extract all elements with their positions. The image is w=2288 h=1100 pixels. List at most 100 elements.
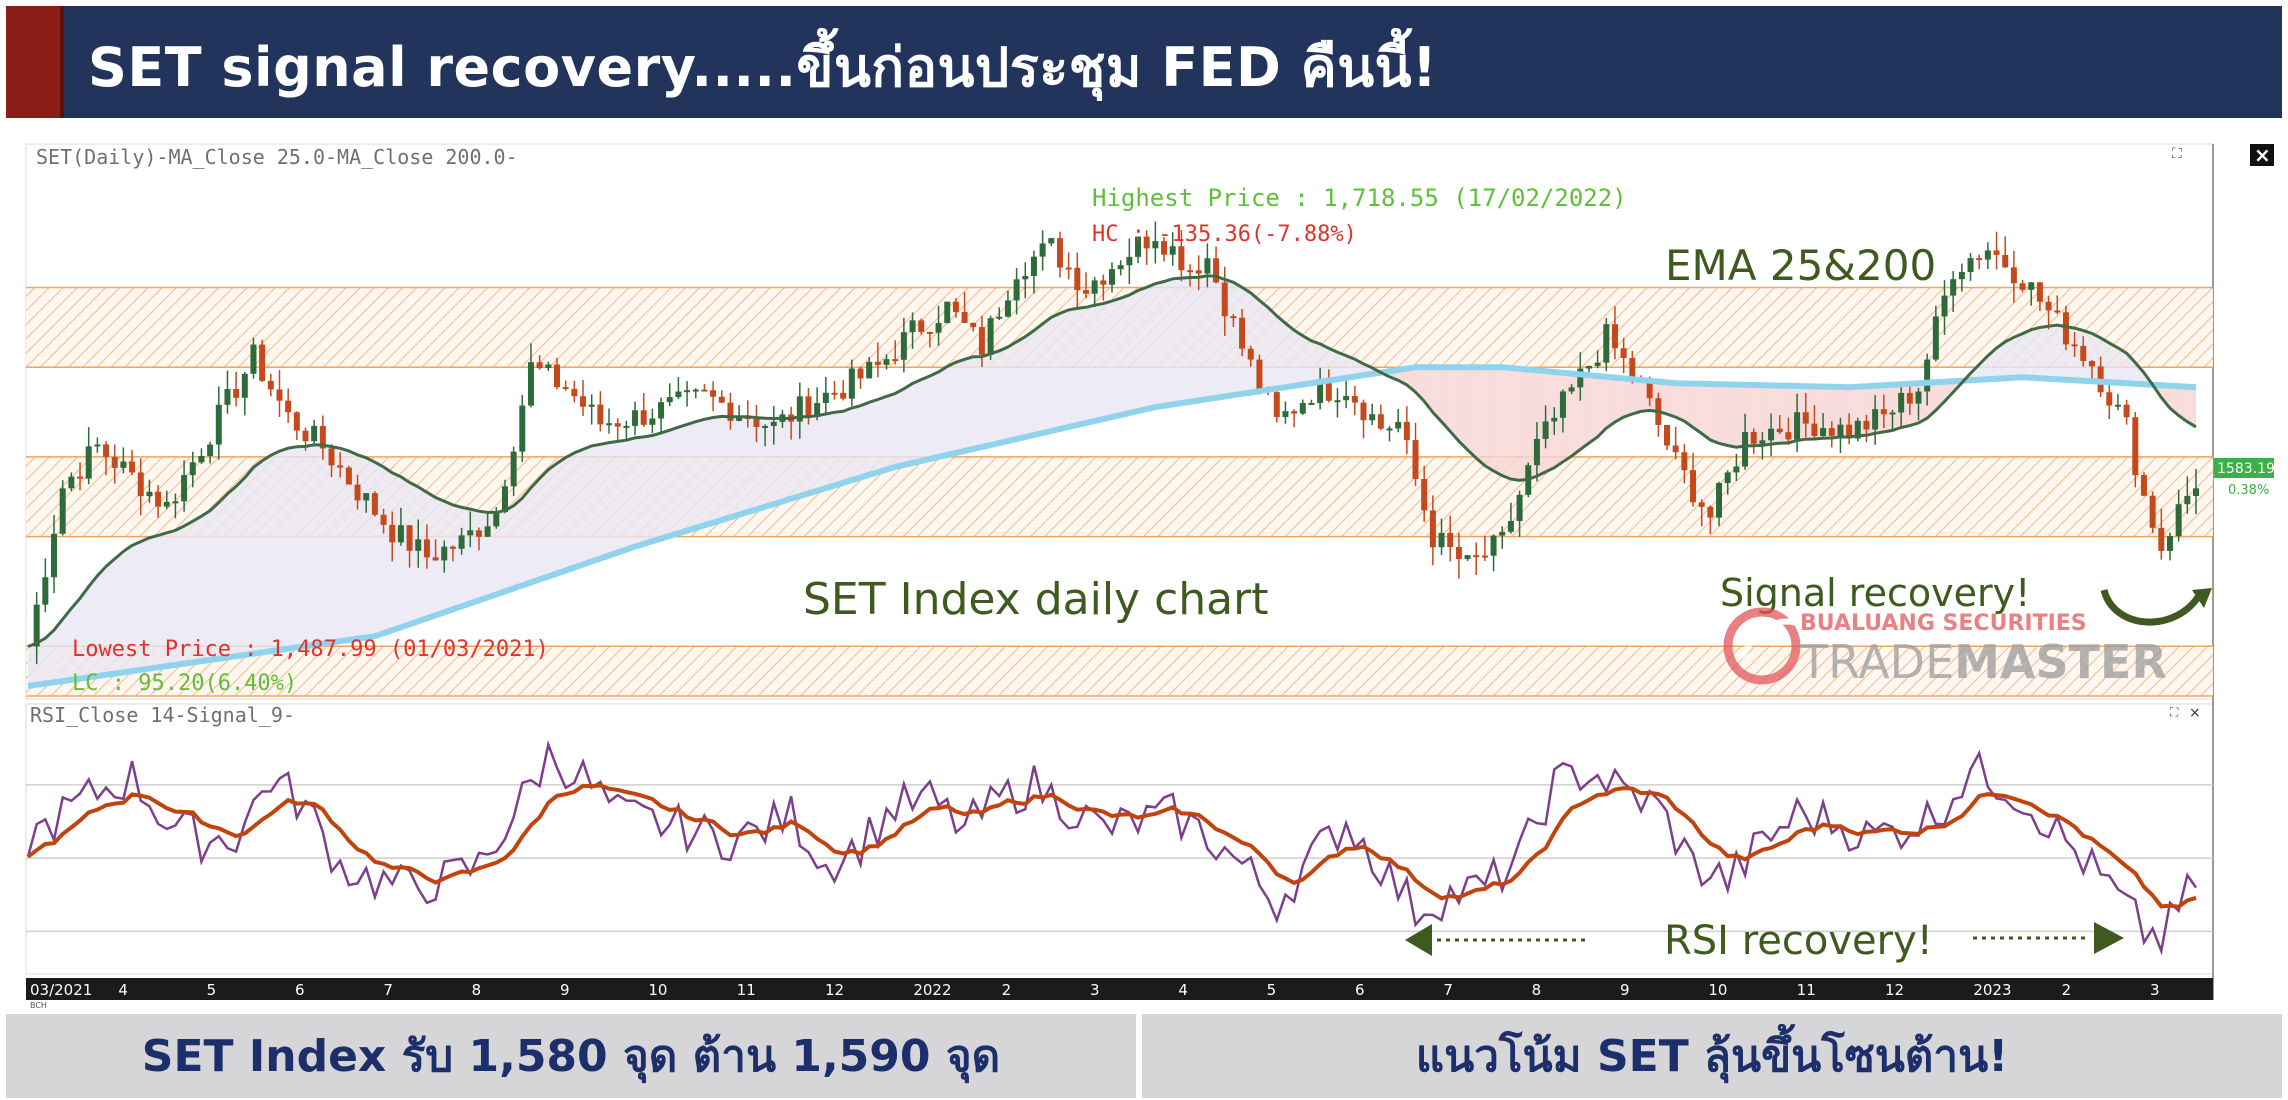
x-tick-label: 2022 [913, 981, 951, 999]
candle-body [397, 525, 404, 543]
ema-fill-segment [799, 416, 809, 497]
candle-body [449, 546, 456, 549]
close-icon[interactable] [2250, 144, 2274, 166]
candle-body [380, 514, 387, 525]
candle-body [1143, 236, 1150, 249]
x-tick-label: 7 [1443, 981, 1453, 999]
candle-body [1776, 428, 1783, 433]
ema-fill-segment [140, 537, 150, 670]
last-change-text: 0.38% [2228, 483, 2269, 498]
maximize-icon[interactable]: ⛶ [2172, 146, 2182, 162]
ema-fill-segment [166, 530, 176, 667]
candle-body [1690, 470, 1697, 503]
candle-body [562, 387, 569, 390]
candle-body [85, 446, 92, 479]
ema-fill-segment [192, 516, 202, 663]
ema-fill-segment [1190, 277, 1199, 402]
candle-body [1958, 272, 1965, 280]
ema-fill-segment [1276, 315, 1286, 389]
page-title: SET signal recovery.....ขึ้นก่อนประชุม F… [88, 36, 1438, 99]
candle-body [961, 311, 968, 323]
ema-fill-segment [1701, 383, 1711, 440]
candle-body [1221, 282, 1228, 317]
x-tick-label: 2 [1002, 981, 1012, 999]
candle-body [580, 396, 587, 407]
candle-body [2184, 495, 2191, 505]
candle-body [944, 301, 951, 324]
ema-fill-segment [2031, 327, 2040, 379]
ema-fill-segment [1597, 376, 1607, 437]
ema-fill-segment [2117, 347, 2127, 384]
rsi-maximize-icon[interactable]: ⛶ [2169, 705, 2179, 719]
ema-fill-segment [374, 462, 384, 637]
candle-body [1802, 412, 1809, 424]
last-price-text: 1583.19 [2217, 461, 2275, 477]
ema-fill-segment [1614, 377, 1624, 422]
ema-fill-segment [2083, 330, 2092, 382]
ema-fill-segment [305, 444, 315, 647]
rsi-close-icon[interactable]: × [2189, 705, 2201, 721]
candle-body [527, 362, 534, 406]
candle-body [1403, 421, 1410, 441]
ema-fill-segment [1736, 384, 1746, 448]
ema-fill-segment [106, 558, 115, 675]
candle-body [978, 327, 985, 355]
ema-fill-segment [184, 521, 193, 664]
ema-fill-segment [1016, 336, 1026, 439]
ema-fill-segment [600, 442, 610, 559]
ema-fill-segment [400, 476, 410, 628]
ema-fill-segment [201, 510, 211, 662]
candle-body [1438, 532, 1445, 548]
ema-fill-segment [114, 551, 124, 674]
candle-body [675, 391, 682, 398]
candle-body [571, 388, 578, 397]
ema-label: EMA 25&200 [1665, 241, 1936, 290]
ema-fill-segment [1112, 298, 1121, 418]
ema-fill-segment [1033, 323, 1043, 435]
candle-body [1603, 324, 1610, 363]
ema-fill-segment [617, 440, 627, 553]
candle-body [2062, 312, 2069, 345]
ema-fill-segment [964, 356, 974, 451]
ema-fill-segment [730, 416, 740, 518]
ema-fill-segment [1458, 367, 1468, 450]
ema-fill-segment [36, 638, 46, 685]
candle-body [736, 415, 743, 421]
ema-fill-segment [1337, 352, 1347, 380]
header: SET signal recovery.....ขึ้นก่อนประชุม F… [0, 0, 2288, 124]
ema-fill-segment [1571, 373, 1581, 457]
candle-body [1004, 300, 1011, 317]
logo-top-text: BUALUANG SECURITIES [1800, 611, 2087, 636]
candle-body [423, 539, 430, 558]
candle-body [2010, 267, 2017, 284]
ema-fill-segment [54, 619, 63, 683]
ema-fill-segment [435, 497, 445, 616]
candle-body [935, 323, 942, 333]
candle-body [1976, 258, 1983, 261]
candle-body [1273, 392, 1280, 417]
ema-fill-segment [1684, 383, 1694, 428]
ema-fill-segment [1077, 307, 1086, 426]
ema-fill-segment [1493, 367, 1503, 476]
candle-body [1924, 359, 1931, 392]
ema-fill-segment [1129, 290, 1139, 414]
candle-body [406, 525, 413, 551]
candle-body [1993, 250, 2000, 255]
candle-body [363, 493, 370, 501]
ema-fill-segment [244, 467, 254, 655]
ema-fill-segment [1996, 341, 2006, 379]
candle-body [111, 456, 118, 468]
candle-body [649, 418, 656, 425]
x-tick-label: 6 [295, 981, 305, 999]
ema-fill-segment [88, 575, 98, 678]
candle-body [94, 444, 101, 447]
ema-fill-segment [461, 507, 471, 607]
ema-fill-segment [1294, 330, 1303, 386]
candle-body [267, 380, 274, 390]
candle-body [354, 484, 361, 501]
candle-body [1828, 428, 1835, 436]
time-axis [26, 978, 2213, 1000]
ema-fill-segment [565, 452, 575, 571]
ema-fill-segment [1328, 348, 1338, 381]
ema-fill-segment [1710, 383, 1720, 444]
